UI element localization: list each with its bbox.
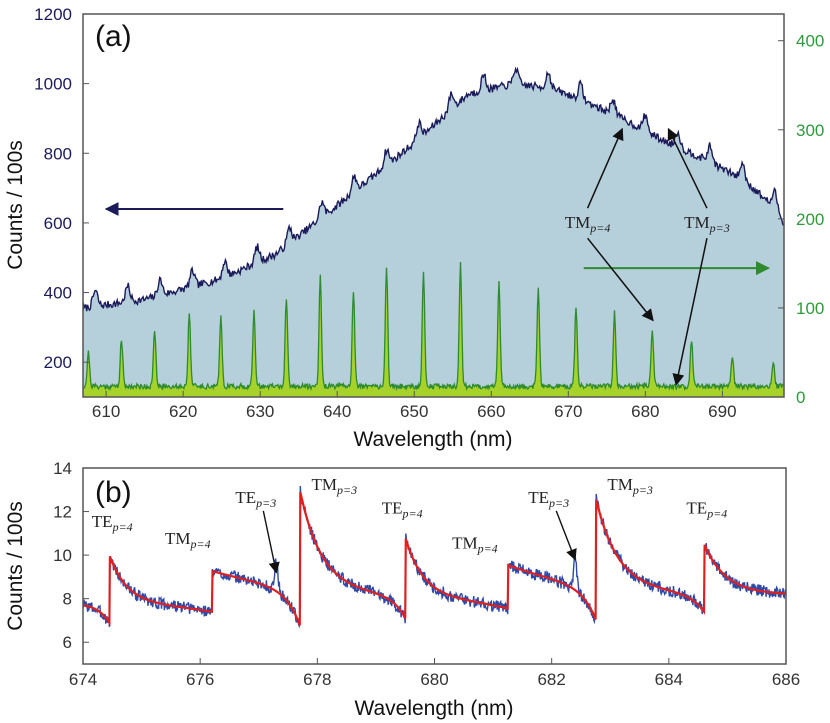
x-tick-label: 674 [69, 670, 97, 689]
panel-a-xlabel: Wavelength (nm) [353, 428, 512, 451]
panel-b-frame [82, 467, 787, 665]
annotation-arrow [667, 127, 708, 209]
panel-a-ylabel: Counts / 100s [4, 140, 27, 270]
mode-annotation-label: TEp=4 [686, 499, 727, 521]
x-tick-label: 680 [420, 670, 448, 689]
x-tick-label: 686 [772, 670, 800, 689]
panel-b-ylabel: Counts / 100s [4, 501, 27, 631]
x-tick-label: 676 [186, 670, 214, 689]
panel-a-navy-series-line [83, 66, 784, 312]
y-tick-label: 400 [44, 284, 72, 303]
y-tick-label: 200 [44, 353, 72, 372]
y2-tick-label: 0 [796, 388, 805, 407]
y-tick-label: 800 [44, 144, 72, 163]
y2-tick-label: 400 [796, 32, 824, 51]
y-tick-label: 12 [53, 503, 72, 522]
panel-b-fit-line [83, 491, 786, 627]
panel-b-data-line [83, 485, 786, 629]
panel-a-ticks: 610 620 630 640 650 660 670 680 690 200 400 600 800 1… [34, 5, 824, 421]
panel-a-green-series-line [83, 261, 784, 392]
y-tick-label: 14 [53, 459, 72, 478]
x-tick-label: 610 [92, 402, 120, 421]
x-tick-label: 684 [655, 670, 683, 689]
mode-annotation-label: TMp=4 [165, 529, 211, 551]
panel-a-blue-fill [83, 69, 784, 397]
mode-annotation-label: TMp=3 [311, 475, 357, 497]
x-tick-label: 682 [537, 670, 565, 689]
mode-annotation-label: TMp=4 [452, 534, 498, 556]
y-tick-label: 1000 [34, 75, 72, 94]
y-tick-label: 600 [44, 214, 72, 233]
mode-annotation-label: TEp=4 [92, 512, 133, 534]
x-tick-label: 678 [303, 670, 331, 689]
y2-tick-label: 100 [796, 299, 824, 318]
x-tick-label: 630 [246, 402, 274, 421]
y2-tick-label: 200 [796, 210, 824, 229]
y-tick-label: 6 [63, 633, 72, 652]
panel-b-ticks: 674 676 678 680 682 684 686 6 8 10 12 14 [53, 459, 800, 689]
x-tick-label: 680 [631, 402, 659, 421]
x-tick-label: 640 [323, 402, 351, 421]
panel-a: 610 620 630 640 650 660 670 680 690 200 400 600 800 1… [4, 5, 824, 451]
x-tick-label: 650 [400, 402, 428, 421]
y-tick-label: 8 [63, 590, 72, 609]
panel-b-xlabel: Wavelength (nm) [354, 697, 513, 720]
annotation-arrow [672, 238, 708, 386]
y-tick-label: 1200 [34, 5, 72, 24]
mode-annotation-label: TEp=3 [528, 488, 569, 510]
mode-annotation-label: TEp=4 [382, 499, 423, 521]
y-tick-label: 10 [53, 546, 72, 565]
annotation-arrow [586, 237, 654, 322]
mode-annotation-label: TMp=3 [607, 475, 653, 497]
annotation-arrow [586, 127, 624, 209]
panel-a-label: (a) [95, 20, 132, 53]
mode-annotation-label: TEp=3 [235, 488, 276, 510]
panel-a-frame [82, 13, 785, 398]
panel-b: 674 676 678 680 682 684 686 6 8 10 12 14 (b) Wavele… [4, 459, 800, 720]
x-tick-label: 620 [169, 402, 197, 421]
x-tick-label: 660 [477, 402, 505, 421]
x-tick-label: 690 [708, 402, 736, 421]
panel-a-green-fill [83, 262, 784, 397]
panel-b-annotations: TEp=4 TMp=4 TEp=3 TMp=3 TEp=4 TMp=4 TEp=3 TMp=3… [92, 475, 727, 574]
x-tick-label: 670 [554, 402, 582, 421]
annotation-arrow [555, 510, 577, 561]
annotation-arrow [262, 510, 280, 574]
y2-tick-label: 300 [796, 121, 824, 140]
panel-b-label: (b) [95, 476, 132, 509]
